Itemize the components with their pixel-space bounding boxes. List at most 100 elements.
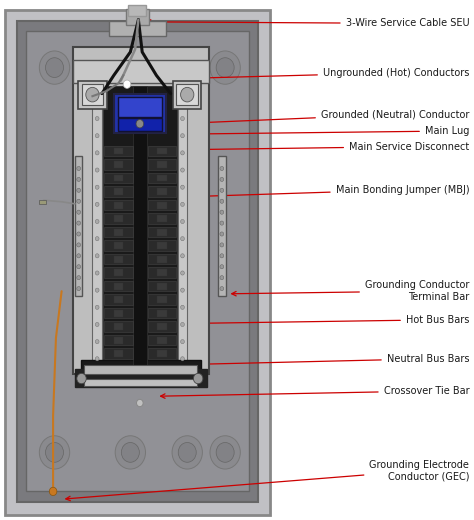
Bar xyxy=(148,186,176,197)
Circle shape xyxy=(95,254,99,258)
Bar xyxy=(118,118,162,131)
Bar xyxy=(157,161,167,168)
Text: Main Lug: Main Lug xyxy=(184,126,469,136)
Bar xyxy=(75,369,207,387)
Bar xyxy=(157,323,167,330)
Circle shape xyxy=(77,265,81,269)
Bar xyxy=(157,283,167,290)
Bar xyxy=(104,227,133,237)
Bar xyxy=(17,21,258,502)
Circle shape xyxy=(95,305,99,309)
Bar xyxy=(104,186,133,197)
Circle shape xyxy=(77,188,81,192)
Bar xyxy=(73,47,209,374)
Bar xyxy=(73,60,209,83)
Bar xyxy=(82,84,103,105)
Bar xyxy=(148,159,176,170)
Circle shape xyxy=(46,58,64,77)
Bar xyxy=(148,335,176,345)
Circle shape xyxy=(95,185,99,189)
Bar xyxy=(157,296,167,303)
Circle shape xyxy=(137,399,143,407)
Bar xyxy=(148,294,176,305)
Bar xyxy=(114,202,123,209)
Bar xyxy=(104,267,133,278)
Circle shape xyxy=(77,254,81,258)
Circle shape xyxy=(95,357,99,361)
Bar xyxy=(92,86,102,367)
Bar xyxy=(148,281,176,291)
Circle shape xyxy=(220,287,224,291)
Text: 3-Wire Service Cable SEU: 3-Wire Service Cable SEU xyxy=(146,18,469,29)
Bar xyxy=(114,215,123,222)
Bar xyxy=(176,84,198,105)
Bar xyxy=(173,81,201,109)
Bar xyxy=(26,31,249,491)
Bar xyxy=(103,86,177,367)
Bar xyxy=(178,86,187,367)
Circle shape xyxy=(95,219,99,224)
Bar xyxy=(114,296,123,303)
Circle shape xyxy=(216,58,234,77)
Circle shape xyxy=(77,373,86,384)
Circle shape xyxy=(181,168,184,172)
Circle shape xyxy=(172,436,202,469)
Bar xyxy=(148,227,176,237)
Bar xyxy=(157,256,167,263)
Bar xyxy=(157,269,167,276)
Circle shape xyxy=(181,305,184,309)
Text: Crossover Tie Bar: Crossover Tie Bar xyxy=(161,386,469,398)
Circle shape xyxy=(181,87,194,102)
Circle shape xyxy=(49,487,57,496)
Circle shape xyxy=(220,265,224,269)
Bar xyxy=(126,9,149,25)
Bar xyxy=(104,335,133,345)
Bar xyxy=(114,94,166,133)
Text: Hot Bus Bars: Hot Bus Bars xyxy=(194,315,469,326)
Bar xyxy=(114,350,123,357)
Circle shape xyxy=(77,210,81,214)
Bar xyxy=(133,86,147,367)
Circle shape xyxy=(95,322,99,327)
Bar xyxy=(114,161,123,168)
Bar xyxy=(157,215,167,222)
Bar xyxy=(148,213,176,224)
Bar xyxy=(148,173,176,183)
Circle shape xyxy=(95,168,99,172)
Bar xyxy=(218,156,226,296)
Circle shape xyxy=(220,199,224,203)
Bar xyxy=(148,254,176,264)
Bar xyxy=(104,254,133,264)
Circle shape xyxy=(220,276,224,280)
Circle shape xyxy=(77,243,81,247)
Circle shape xyxy=(77,177,81,181)
Bar xyxy=(114,188,123,195)
Circle shape xyxy=(181,237,184,241)
Circle shape xyxy=(77,287,81,291)
Bar xyxy=(104,348,133,359)
Bar xyxy=(157,229,167,236)
Circle shape xyxy=(95,134,99,138)
Bar xyxy=(39,200,46,204)
Circle shape xyxy=(216,443,234,462)
Bar xyxy=(148,308,176,318)
Circle shape xyxy=(220,254,224,258)
Text: Neutral Bus Bars: Neutral Bus Bars xyxy=(170,354,469,367)
Circle shape xyxy=(181,340,184,344)
Circle shape xyxy=(77,199,81,203)
Circle shape xyxy=(181,185,184,189)
Circle shape xyxy=(77,232,81,236)
Bar xyxy=(109,21,166,36)
Circle shape xyxy=(220,166,224,171)
Circle shape xyxy=(210,51,240,84)
Text: Main Bonding Jumper (MBJ): Main Bonding Jumper (MBJ) xyxy=(85,185,469,202)
Circle shape xyxy=(123,80,131,88)
Bar xyxy=(81,360,201,381)
Circle shape xyxy=(86,87,99,102)
Circle shape xyxy=(95,271,99,275)
Text: Grounding Electrode
Conductor (GEC): Grounding Electrode Conductor (GEC) xyxy=(66,460,469,501)
Bar xyxy=(84,379,197,386)
Bar xyxy=(104,146,133,156)
Bar xyxy=(104,213,133,224)
Bar xyxy=(104,240,133,251)
